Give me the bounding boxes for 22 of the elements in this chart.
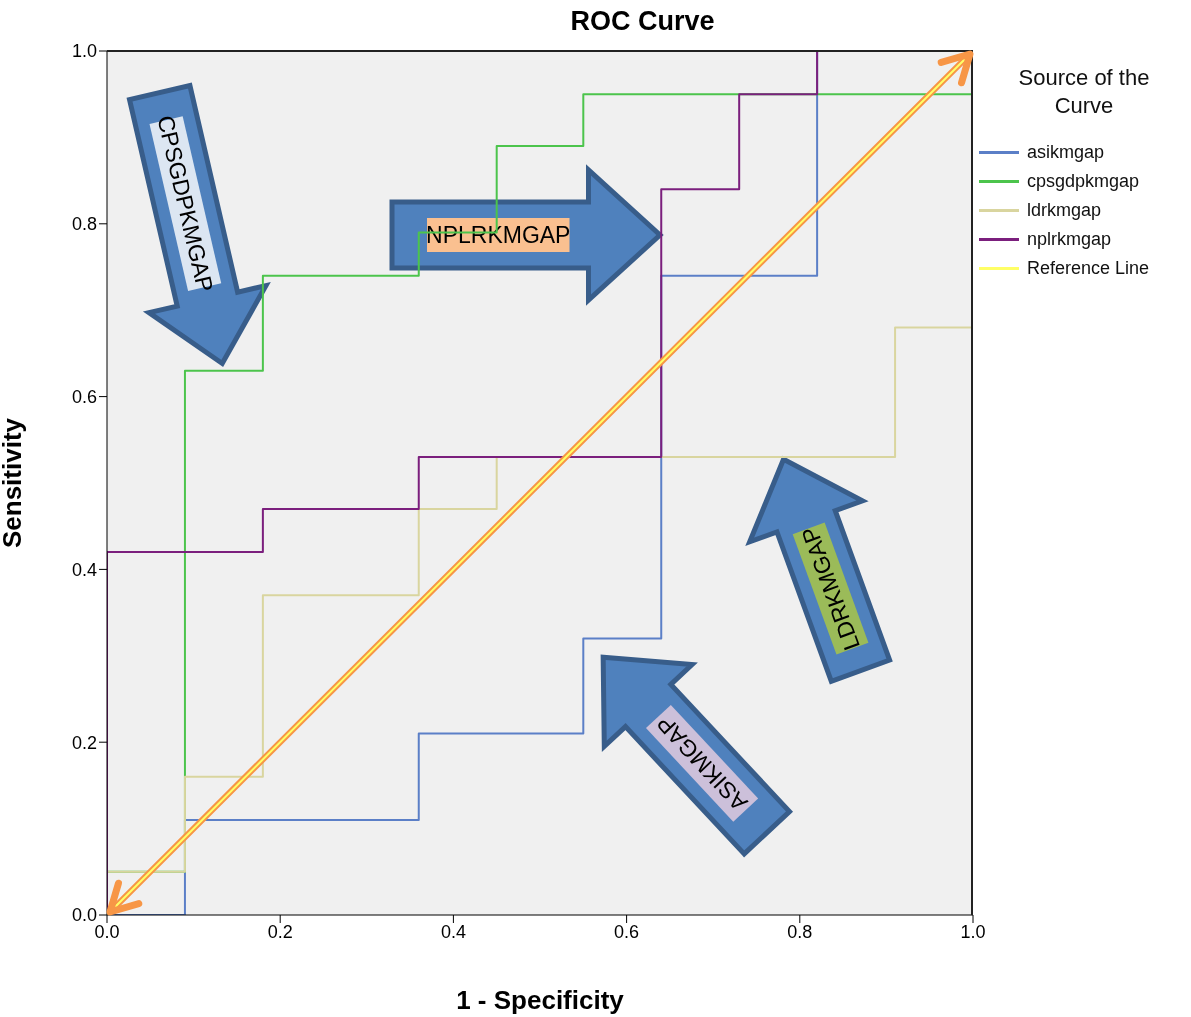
x-tick-label: 0.6 <box>614 921 640 942</box>
x-tick-label: 0.8 <box>787 921 813 942</box>
y-tick-label: 0.6 <box>71 386 97 407</box>
x-tick-label: 1.0 <box>960 921 986 942</box>
legend-label: cpsgdpkmgap <box>1027 171 1140 192</box>
annotation: NPLRKMGAP <box>426 222 571 248</box>
legend-label: asikmgap <box>1027 142 1105 163</box>
x-tick-label: 0.0 <box>94 921 120 942</box>
y-axis-title: Sensitivity <box>0 417 28 549</box>
legend-label: ldrkmgap <box>1027 200 1102 221</box>
y-tick-label: 0.0 <box>71 905 97 926</box>
legend-label: Reference Line <box>1027 258 1150 279</box>
y-tick-label: 0.2 <box>71 732 97 753</box>
y-tick-label: 0.4 <box>71 559 97 580</box>
x-tick-label: 0.2 <box>267 921 293 942</box>
legend-title: Source of the Curve <box>1017 64 1151 120</box>
y-tick-label: 1.0 <box>71 41 97 62</box>
legend-label: nplrkmgap <box>1027 229 1112 250</box>
chart-title: ROC Curve <box>569 6 716 37</box>
x-axis-title: 1 - Specificity <box>456 985 625 1015</box>
x-tick-label: 0.4 <box>440 921 466 942</box>
y-tick-label: 0.8 <box>71 214 97 235</box>
